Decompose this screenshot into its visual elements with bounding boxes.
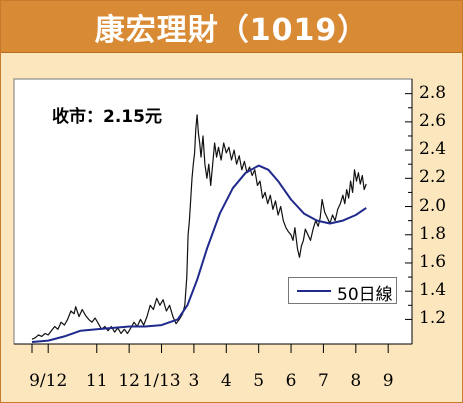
y-tick-label: 2.8 [419,82,447,103]
x-tick-label: 8 [350,371,362,391]
x-tick-label: 3 [188,371,200,391]
x-tick-label: 12 [118,371,140,391]
y-tick-label: 1.4 [419,280,447,301]
close-price-label: 收市：2.15元 [52,107,162,127]
y-tick-label: 1.8 [419,223,447,244]
x-tick-label: 1/13 [142,371,181,391]
x-tick-label: 6 [285,371,297,391]
x-tick-label: 9 [382,371,394,391]
legend-ma-line [297,290,331,292]
x-tick-label: 7 [318,371,329,391]
legend: 50日線 [288,277,397,305]
y-tick-label: 2.2 [419,167,447,188]
y-tick-label: 2.6 [419,110,447,131]
y-tick-label: 1.2 [419,308,447,329]
x-tick-label: 4 [220,371,232,391]
y-tick-label: 1.6 [419,251,447,272]
y-tick-label: 2.4 [419,139,447,160]
x-tick-label: 5 [253,371,265,391]
ma-50-line [31,164,367,343]
x-tick-label: 11 [85,371,108,391]
legend-ma-label: 50日線 [337,285,393,305]
x-tick-label: 9/12 [29,371,68,391]
y-tick-label: 2.0 [419,195,447,216]
chart-title: 康宏理財（1019） [1,1,462,53]
